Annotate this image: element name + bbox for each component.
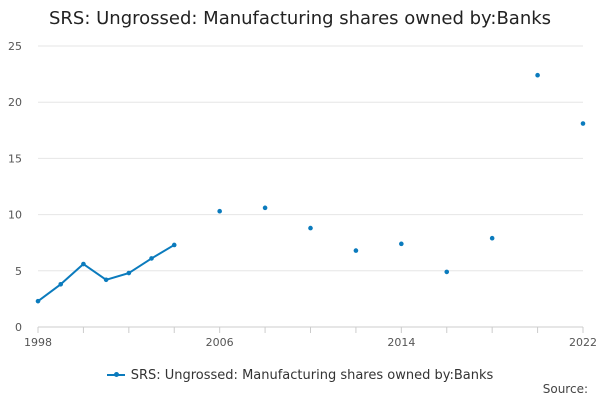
- data-point: [126, 270, 132, 276]
- data-point: [353, 248, 359, 253]
- chart-title: SRS: Ungrossed: Manufacturing shares own…: [48, 8, 552, 29]
- legend-label: SRS: Ungrossed: Manufacturing shares own…: [130, 367, 494, 383]
- data-point: [399, 241, 404, 247]
- data-point: [81, 261, 86, 267]
- data-point: [489, 235, 495, 241]
- data-point: [308, 225, 313, 231]
- y-tick-label: 20: [8, 96, 22, 109]
- y-tick-label: 15: [8, 152, 22, 165]
- data-point: [58, 281, 64, 287]
- x-tick-label: 2006: [206, 336, 234, 349]
- data-point: [149, 256, 154, 261]
- y-tick-label: 5: [15, 265, 22, 278]
- data-point: [35, 298, 41, 304]
- series-line-segment: [59, 263, 85, 286]
- series-line-segment: [37, 283, 62, 303]
- x-tick-label: 2014: [387, 336, 415, 349]
- series-line-segment: [82, 263, 108, 281]
- series-line-segment: [127, 257, 153, 275]
- series-line-segment: [150, 243, 176, 260]
- data-point: [262, 205, 268, 211]
- data-point: [103, 277, 109, 283]
- data-point: [171, 242, 177, 248]
- series-line-segment: [105, 272, 130, 281]
- y-tick-label: 10: [8, 209, 22, 222]
- chart-legend[interactable]: SRS: Ungrossed: Manufacturing shares own…: [0, 365, 600, 383]
- y-tick-label: 25: [8, 40, 22, 53]
- source-label: Source:: [542, 382, 588, 396]
- legend-swatch: [106, 372, 125, 377]
- data-point: [535, 72, 540, 78]
- y-tick-label: 0: [15, 321, 22, 334]
- data-point: [580, 121, 586, 126]
- x-tick-label: 2022: [569, 336, 597, 349]
- data-point: [444, 269, 450, 275]
- data-point: [217, 208, 222, 214]
- x-tick-label: 1998: [24, 336, 52, 349]
